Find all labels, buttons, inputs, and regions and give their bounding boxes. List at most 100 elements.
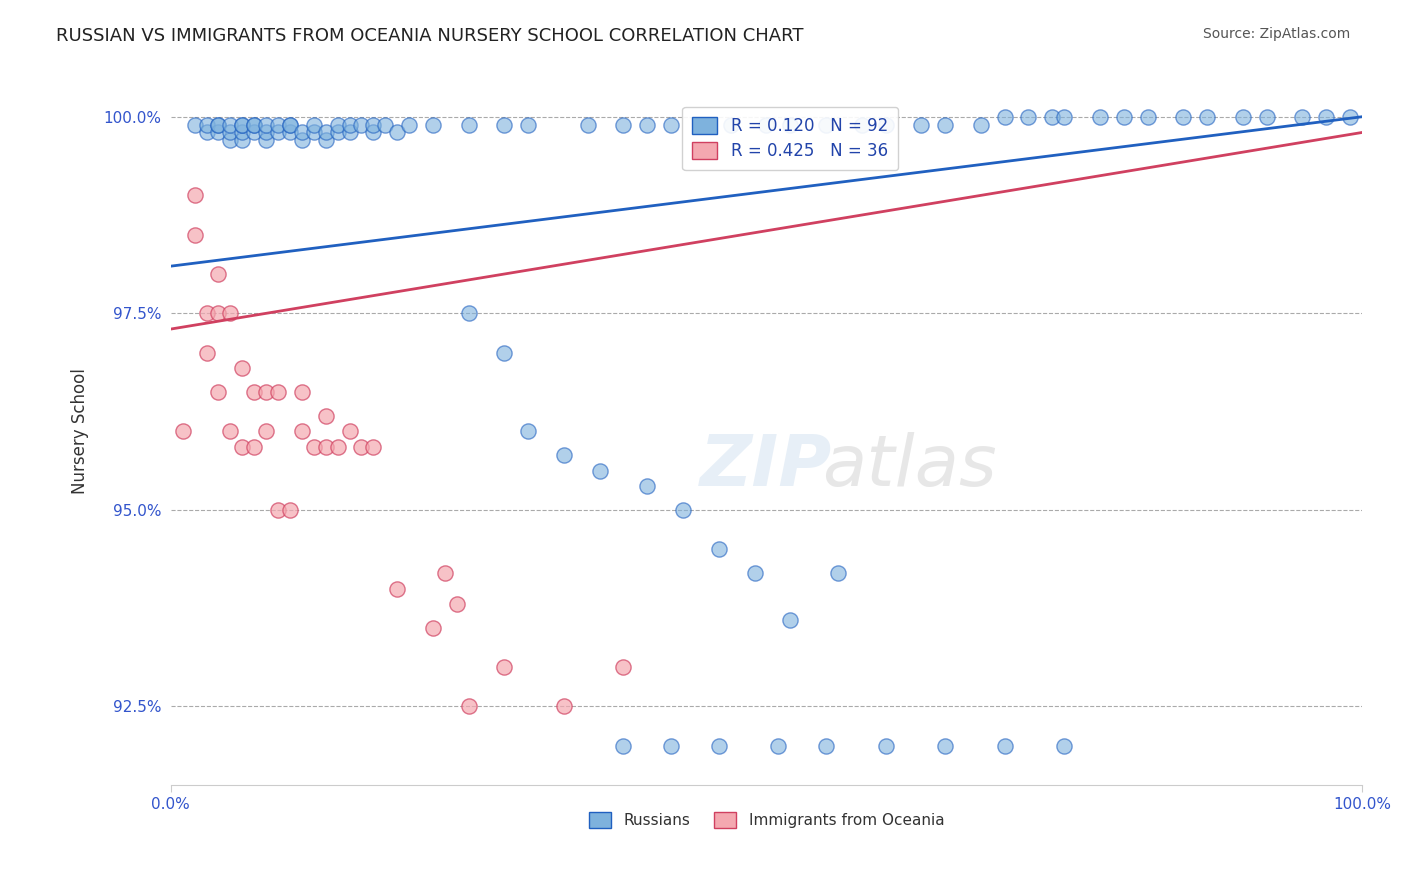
Point bbox=[302, 440, 325, 454]
Point bbox=[254, 118, 277, 132]
Point bbox=[576, 118, 599, 132]
Point bbox=[254, 126, 277, 140]
Point bbox=[315, 126, 337, 140]
Point bbox=[553, 448, 575, 462]
Point bbox=[517, 118, 540, 132]
Point bbox=[243, 118, 266, 132]
Point bbox=[910, 118, 932, 132]
Point bbox=[231, 440, 253, 454]
Point bbox=[659, 118, 682, 132]
Text: atlas: atlas bbox=[823, 432, 997, 501]
Point bbox=[385, 582, 408, 596]
Point bbox=[779, 613, 801, 627]
Point bbox=[243, 126, 266, 140]
Point bbox=[231, 118, 253, 132]
Point bbox=[267, 503, 290, 517]
Point bbox=[278, 118, 301, 132]
Point bbox=[172, 424, 194, 438]
Point bbox=[291, 133, 314, 147]
Point bbox=[707, 739, 730, 753]
Point bbox=[422, 118, 444, 132]
Point bbox=[278, 503, 301, 517]
Point bbox=[339, 118, 361, 132]
Point bbox=[494, 118, 516, 132]
Point bbox=[363, 118, 385, 132]
Point bbox=[814, 739, 837, 753]
Point bbox=[517, 424, 540, 438]
Point bbox=[278, 118, 301, 132]
Point bbox=[315, 409, 337, 423]
Point bbox=[254, 133, 277, 147]
Point bbox=[1088, 110, 1111, 124]
Point bbox=[433, 566, 456, 580]
Point bbox=[814, 118, 837, 132]
Point bbox=[494, 345, 516, 359]
Point bbox=[231, 126, 253, 140]
Point bbox=[1136, 110, 1159, 124]
Point bbox=[374, 118, 396, 132]
Point bbox=[183, 118, 205, 132]
Point bbox=[195, 306, 218, 320]
Point bbox=[326, 126, 349, 140]
Text: RUSSIAN VS IMMIGRANTS FROM OCEANIA NURSERY SCHOOL CORRELATION CHART: RUSSIAN VS IMMIGRANTS FROM OCEANIA NURSE… bbox=[56, 27, 804, 45]
Point bbox=[350, 118, 373, 132]
Point bbox=[768, 739, 790, 753]
Point bbox=[1315, 110, 1337, 124]
Point bbox=[422, 621, 444, 635]
Point bbox=[339, 424, 361, 438]
Point bbox=[851, 118, 873, 132]
Point bbox=[457, 118, 479, 132]
Point bbox=[744, 566, 766, 580]
Point bbox=[1040, 110, 1063, 124]
Point bbox=[1339, 110, 1361, 124]
Point bbox=[612, 739, 634, 753]
Point bbox=[636, 479, 658, 493]
Point bbox=[183, 227, 205, 242]
Point bbox=[385, 126, 408, 140]
Point bbox=[207, 306, 229, 320]
Point bbox=[195, 118, 218, 132]
Point bbox=[994, 110, 1017, 124]
Point bbox=[207, 267, 229, 281]
Point bbox=[219, 424, 242, 438]
Point bbox=[1173, 110, 1195, 124]
Point bbox=[315, 133, 337, 147]
Point bbox=[672, 503, 695, 517]
Point bbox=[219, 126, 242, 140]
Point bbox=[302, 126, 325, 140]
Point bbox=[446, 597, 468, 611]
Point bbox=[994, 739, 1017, 753]
Text: Source: ZipAtlas.com: Source: ZipAtlas.com bbox=[1202, 27, 1350, 41]
Point bbox=[339, 126, 361, 140]
Point bbox=[707, 542, 730, 557]
Point bbox=[219, 133, 242, 147]
Point bbox=[254, 424, 277, 438]
Point bbox=[207, 118, 229, 132]
Point bbox=[291, 424, 314, 438]
Y-axis label: Nursery School: Nursery School bbox=[72, 368, 89, 494]
Point bbox=[291, 384, 314, 399]
Point bbox=[231, 133, 253, 147]
Point bbox=[243, 118, 266, 132]
Point bbox=[457, 306, 479, 320]
Point bbox=[659, 739, 682, 753]
Text: ZIP: ZIP bbox=[700, 432, 832, 501]
Point bbox=[302, 118, 325, 132]
Point bbox=[207, 126, 229, 140]
Point bbox=[934, 118, 956, 132]
Point bbox=[494, 660, 516, 674]
Point bbox=[207, 384, 229, 399]
Point bbox=[970, 118, 993, 132]
Point bbox=[231, 118, 253, 132]
Point bbox=[696, 118, 718, 132]
Point bbox=[457, 699, 479, 714]
Point bbox=[1256, 110, 1278, 124]
Point bbox=[1112, 110, 1135, 124]
Point bbox=[755, 118, 778, 132]
Point bbox=[219, 306, 242, 320]
Point bbox=[267, 126, 290, 140]
Point bbox=[254, 384, 277, 399]
Point bbox=[875, 739, 897, 753]
Point bbox=[231, 361, 253, 376]
Point bbox=[1017, 110, 1039, 124]
